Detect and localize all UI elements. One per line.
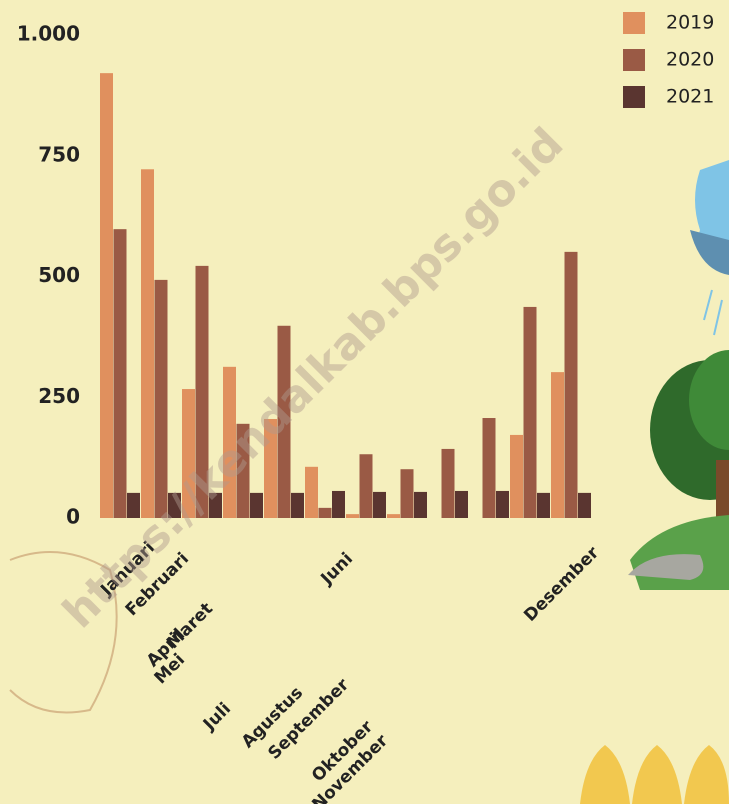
legend-label: 2020 (666, 49, 714, 71)
bar (414, 491, 427, 518)
bar (496, 490, 509, 518)
bar (209, 492, 222, 518)
bar (346, 514, 359, 518)
decoration (9, 160, 729, 804)
bar (236, 423, 250, 518)
bar (482, 418, 496, 518)
y-tick-label: 0 (66, 505, 80, 529)
bar (250, 492, 263, 518)
bar (168, 492, 181, 518)
x-tick-label: Juli (199, 699, 235, 735)
bar (141, 169, 154, 519)
bar (305, 466, 318, 518)
y-tick-label: 250 (38, 384, 80, 408)
legend-label: 2021 (666, 86, 714, 108)
legend-swatch (623, 12, 645, 34)
x-tick-label: Desember (520, 542, 603, 625)
bar (551, 372, 564, 518)
bar (400, 469, 414, 518)
legend-label: 2019 (666, 12, 714, 34)
bar (455, 490, 468, 518)
bar (154, 279, 168, 518)
bar (223, 366, 236, 518)
bar (127, 492, 140, 518)
bar (291, 492, 304, 518)
bar (264, 418, 277, 518)
bar (373, 491, 386, 518)
bar (578, 492, 591, 518)
bar (387, 514, 400, 518)
bar (100, 73, 113, 519)
bar (537, 492, 550, 518)
y-tick-label: 750 (38, 142, 80, 166)
bar (318, 507, 332, 518)
bar (510, 434, 523, 518)
legend-swatch (623, 86, 645, 108)
y-tick-label: 500 (38, 263, 80, 287)
bar (441, 448, 455, 518)
y-tick-label: 1.000 (17, 22, 80, 46)
bar (564, 251, 578, 518)
watermark: https://kendalkab.bps.go.id (53, 118, 573, 638)
bar (182, 389, 195, 518)
bar (332, 490, 345, 518)
x-tick-label: Juni (317, 549, 358, 590)
bar (113, 229, 127, 518)
bar (523, 306, 537, 518)
bar (277, 325, 291, 518)
bar (195, 265, 209, 518)
bar (359, 454, 373, 518)
legend-swatch (623, 49, 645, 71)
